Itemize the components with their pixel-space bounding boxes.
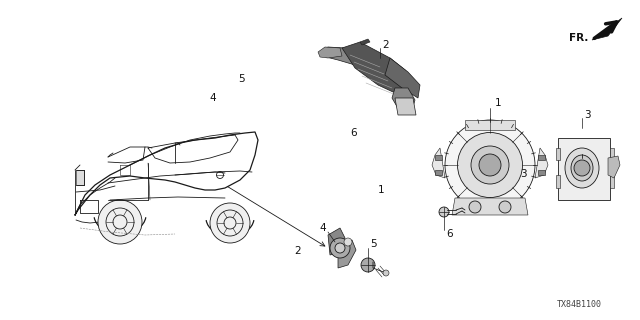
Circle shape	[383, 270, 389, 276]
Polygon shape	[556, 175, 560, 188]
Circle shape	[210, 203, 250, 243]
Polygon shape	[435, 155, 442, 160]
Polygon shape	[435, 170, 442, 175]
Text: 5: 5	[239, 74, 245, 84]
Text: 3: 3	[584, 110, 591, 120]
Circle shape	[98, 200, 142, 244]
Polygon shape	[610, 175, 614, 188]
Circle shape	[361, 258, 375, 272]
Circle shape	[439, 207, 449, 217]
Ellipse shape	[445, 120, 535, 210]
Polygon shape	[558, 138, 610, 200]
Polygon shape	[320, 47, 370, 65]
Circle shape	[499, 201, 511, 213]
Polygon shape	[535, 148, 548, 178]
Circle shape	[335, 243, 345, 253]
Text: FR.: FR.	[568, 33, 588, 43]
Text: 5: 5	[370, 239, 376, 249]
Polygon shape	[465, 200, 515, 210]
Polygon shape	[385, 58, 420, 98]
Polygon shape	[342, 42, 410, 92]
Polygon shape	[556, 148, 560, 160]
Polygon shape	[395, 98, 416, 115]
Text: 4: 4	[209, 92, 216, 103]
Ellipse shape	[565, 148, 599, 188]
Polygon shape	[360, 39, 370, 45]
Circle shape	[469, 201, 481, 213]
Polygon shape	[452, 198, 528, 215]
Polygon shape	[592, 18, 622, 40]
Text: 2: 2	[294, 246, 301, 256]
Ellipse shape	[458, 132, 522, 197]
Ellipse shape	[571, 155, 593, 181]
Polygon shape	[328, 228, 345, 255]
Polygon shape	[318, 47, 342, 58]
Text: TX84B1100: TX84B1100	[557, 300, 602, 309]
Circle shape	[330, 238, 350, 258]
Circle shape	[344, 238, 352, 246]
Text: 1: 1	[495, 98, 502, 108]
Polygon shape	[465, 120, 515, 130]
Polygon shape	[76, 170, 84, 185]
Polygon shape	[432, 148, 445, 178]
Polygon shape	[392, 88, 415, 110]
Circle shape	[574, 160, 590, 176]
Polygon shape	[608, 156, 620, 178]
Ellipse shape	[471, 146, 509, 184]
Polygon shape	[338, 240, 356, 268]
Text: 1: 1	[378, 185, 384, 196]
Polygon shape	[538, 170, 545, 175]
Text: 2: 2	[382, 40, 388, 50]
Polygon shape	[610, 148, 614, 160]
Text: 4: 4	[320, 223, 326, 233]
Text: 3: 3	[520, 169, 527, 180]
Polygon shape	[538, 155, 545, 160]
Ellipse shape	[479, 154, 501, 176]
Text: 6: 6	[446, 229, 452, 239]
Text: 6: 6	[350, 128, 356, 138]
